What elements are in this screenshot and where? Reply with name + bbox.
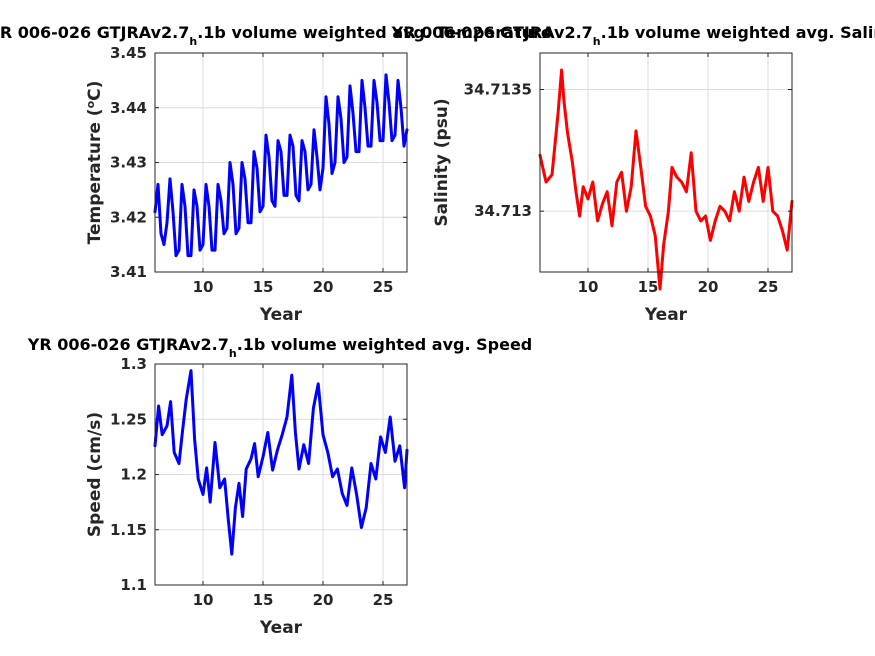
x-tick-label: 25 [758, 278, 779, 296]
y-axis-label: Temperature (oC) [84, 81, 106, 245]
x-axis-label: Year [259, 618, 303, 638]
x-tick-label: 25 [373, 278, 394, 296]
x-tick-label: 10 [193, 591, 214, 609]
chart-title: YR 006-026 GTJRAv2.7h.1b volume weighted… [27, 335, 533, 360]
temp-series-line [153, 73, 409, 258]
y-tick-label: 3.44 [110, 99, 147, 117]
chart-title: YR 006-026 GTJRAv2.7h.1b volume weighted… [391, 23, 875, 48]
y-tick-label: 1.2 [120, 466, 147, 484]
temp-axes: 10 15 20 25 3.41 3.42 3.43 3.44 3.45 Year Temperat… [0, 23, 552, 325]
x-tick-label: 15 [253, 278, 274, 296]
plot-area [540, 53, 792, 272]
y-tick-label: 1.25 [110, 410, 147, 428]
y-tick-label: 3.45 [110, 44, 147, 62]
y-tick-label: 3.43 [110, 154, 147, 172]
x-tick-label: 10 [578, 278, 599, 296]
y-tick-label: 34.713 [474, 202, 532, 220]
x-axis-label: Year [259, 305, 303, 325]
x-tick-label: 20 [313, 591, 334, 609]
speed-axes: 10 15 20 25 1.1 1.15 1.2 1.25 1.3 Year Speed (cm/s… [27, 335, 533, 638]
y-axis-label: Speed (cm/s) [85, 412, 105, 537]
sal-axes: 10 15 20 25 34.713 34.7135 Year Salinity (psu) Y… [391, 23, 875, 325]
axes-box [539, 52, 793, 273]
x-tick-label: 20 [698, 278, 719, 296]
sal-series-line [538, 68, 794, 291]
chart-title: YR 006-026 GTJRAv2.7h.1b volume weighted… [0, 23, 552, 48]
x-tick-label: 10 [193, 278, 214, 296]
y-tick-label: 1.1 [120, 576, 147, 594]
x-tick-label: 25 [373, 591, 394, 609]
x-axis-label: Year [644, 305, 688, 325]
speed-series-line [153, 369, 409, 556]
y-tick-label: 1.15 [110, 521, 147, 539]
x-tick-label: 15 [638, 278, 659, 296]
y-tick-label: 34.7135 [464, 81, 532, 99]
y-tick-label: 3.42 [110, 208, 147, 226]
y-tick-label: 3.41 [110, 263, 147, 281]
y-axis-label: Salinity (psu) [432, 98, 452, 226]
x-tick-label: 15 [253, 591, 274, 609]
y-tick-label: 1.3 [120, 355, 147, 373]
x-tick-label: 20 [313, 278, 334, 296]
